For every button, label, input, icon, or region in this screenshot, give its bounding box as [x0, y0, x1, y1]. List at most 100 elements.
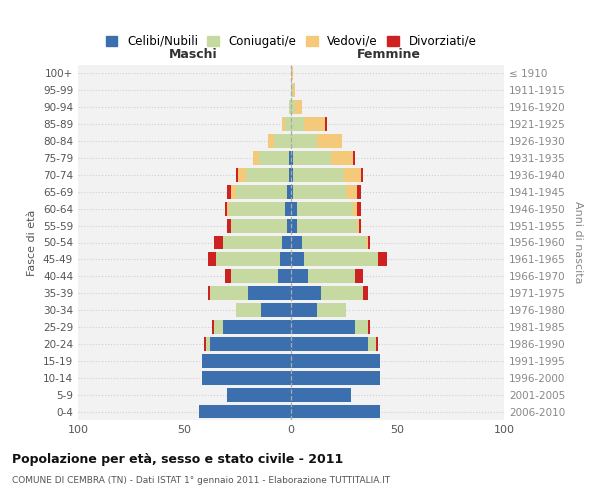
Bar	[291, 252, 304, 266]
Bar	[223, 236, 283, 250]
Bar	[291, 134, 317, 148]
Bar	[291, 100, 295, 114]
Bar	[304, 117, 325, 131]
Bar	[357, 202, 361, 215]
Bar	[253, 151, 259, 165]
Bar	[236, 185, 287, 198]
Bar	[344, 168, 361, 182]
Bar	[291, 354, 380, 368]
Bar	[199, 404, 291, 418]
Bar	[291, 371, 380, 384]
Bar	[289, 151, 291, 165]
Y-axis label: Fasce di età: Fasce di età	[28, 210, 37, 276]
Bar	[298, 202, 353, 215]
Bar	[223, 320, 291, 334]
Bar	[293, 185, 346, 198]
Bar	[291, 84, 293, 98]
Bar	[217, 252, 280, 266]
Bar	[268, 134, 274, 148]
Bar	[353, 202, 357, 215]
Bar	[291, 388, 350, 402]
Bar	[291, 320, 355, 334]
Bar	[214, 236, 223, 250]
Bar	[232, 185, 236, 198]
Bar	[246, 168, 289, 182]
Bar	[364, 286, 368, 300]
Bar	[261, 303, 291, 317]
Bar	[368, 337, 376, 351]
Bar	[308, 270, 355, 283]
Bar	[317, 303, 346, 317]
Bar	[248, 286, 291, 300]
Bar	[379, 252, 387, 266]
Text: Femmine: Femmine	[357, 48, 421, 62]
Bar	[287, 218, 291, 232]
Bar	[293, 168, 344, 182]
Bar	[321, 286, 364, 300]
Bar	[291, 218, 298, 232]
Bar	[202, 354, 291, 368]
Bar	[291, 404, 380, 418]
Bar	[289, 168, 291, 182]
Bar	[291, 202, 298, 215]
Bar	[259, 151, 289, 165]
Bar	[291, 303, 317, 317]
Bar	[346, 185, 357, 198]
Bar	[202, 371, 291, 384]
Bar	[238, 168, 246, 182]
Bar	[291, 270, 308, 283]
Legend: Celibi/Nubili, Coniugati/e, Vedovi/e, Divorziati/e: Celibi/Nubili, Coniugati/e, Vedovi/e, Di…	[101, 30, 481, 52]
Bar	[284, 117, 291, 131]
Bar	[359, 218, 361, 232]
Bar	[368, 236, 370, 250]
Bar	[236, 168, 238, 182]
Text: Maschi: Maschi	[169, 48, 217, 62]
Y-axis label: Anni di nascita: Anni di nascita	[572, 201, 583, 284]
Bar	[295, 100, 302, 114]
Bar	[291, 337, 368, 351]
Bar	[368, 320, 370, 334]
Bar	[287, 185, 291, 198]
Bar	[355, 320, 368, 334]
Bar	[212, 320, 214, 334]
Bar	[229, 202, 284, 215]
Bar	[210, 286, 248, 300]
Bar	[291, 66, 293, 80]
Bar	[283, 236, 291, 250]
Bar	[293, 84, 295, 98]
Bar	[376, 337, 379, 351]
Bar	[302, 236, 365, 250]
Bar	[291, 151, 293, 165]
Bar	[208, 252, 217, 266]
Bar	[355, 270, 364, 283]
Text: Popolazione per età, sesso e stato civile - 2011: Popolazione per età, sesso e stato civil…	[12, 452, 343, 466]
Bar	[214, 320, 223, 334]
Bar	[291, 117, 304, 131]
Text: COMUNE DI CEMBRA (TN) - Dati ISTAT 1° gennaio 2011 - Elaborazione TUTTITALIA.IT: COMUNE DI CEMBRA (TN) - Dati ISTAT 1° ge…	[12, 476, 390, 485]
Bar	[236, 303, 261, 317]
Bar	[317, 134, 342, 148]
Bar	[293, 151, 331, 165]
Bar	[365, 236, 368, 250]
Bar	[291, 168, 293, 182]
Bar	[283, 117, 284, 131]
Bar	[227, 218, 232, 232]
Bar	[298, 218, 357, 232]
Bar	[232, 270, 278, 283]
Bar	[325, 117, 327, 131]
Bar	[357, 218, 359, 232]
Bar	[206, 337, 210, 351]
Bar	[227, 202, 229, 215]
Bar	[331, 151, 353, 165]
Bar	[203, 337, 206, 351]
Bar	[227, 185, 232, 198]
Bar	[353, 151, 355, 165]
Bar	[232, 218, 287, 232]
Bar	[208, 286, 210, 300]
Bar	[291, 236, 302, 250]
Bar	[291, 286, 321, 300]
Bar	[278, 270, 291, 283]
Bar	[284, 202, 291, 215]
Bar	[210, 337, 291, 351]
Bar	[227, 388, 291, 402]
